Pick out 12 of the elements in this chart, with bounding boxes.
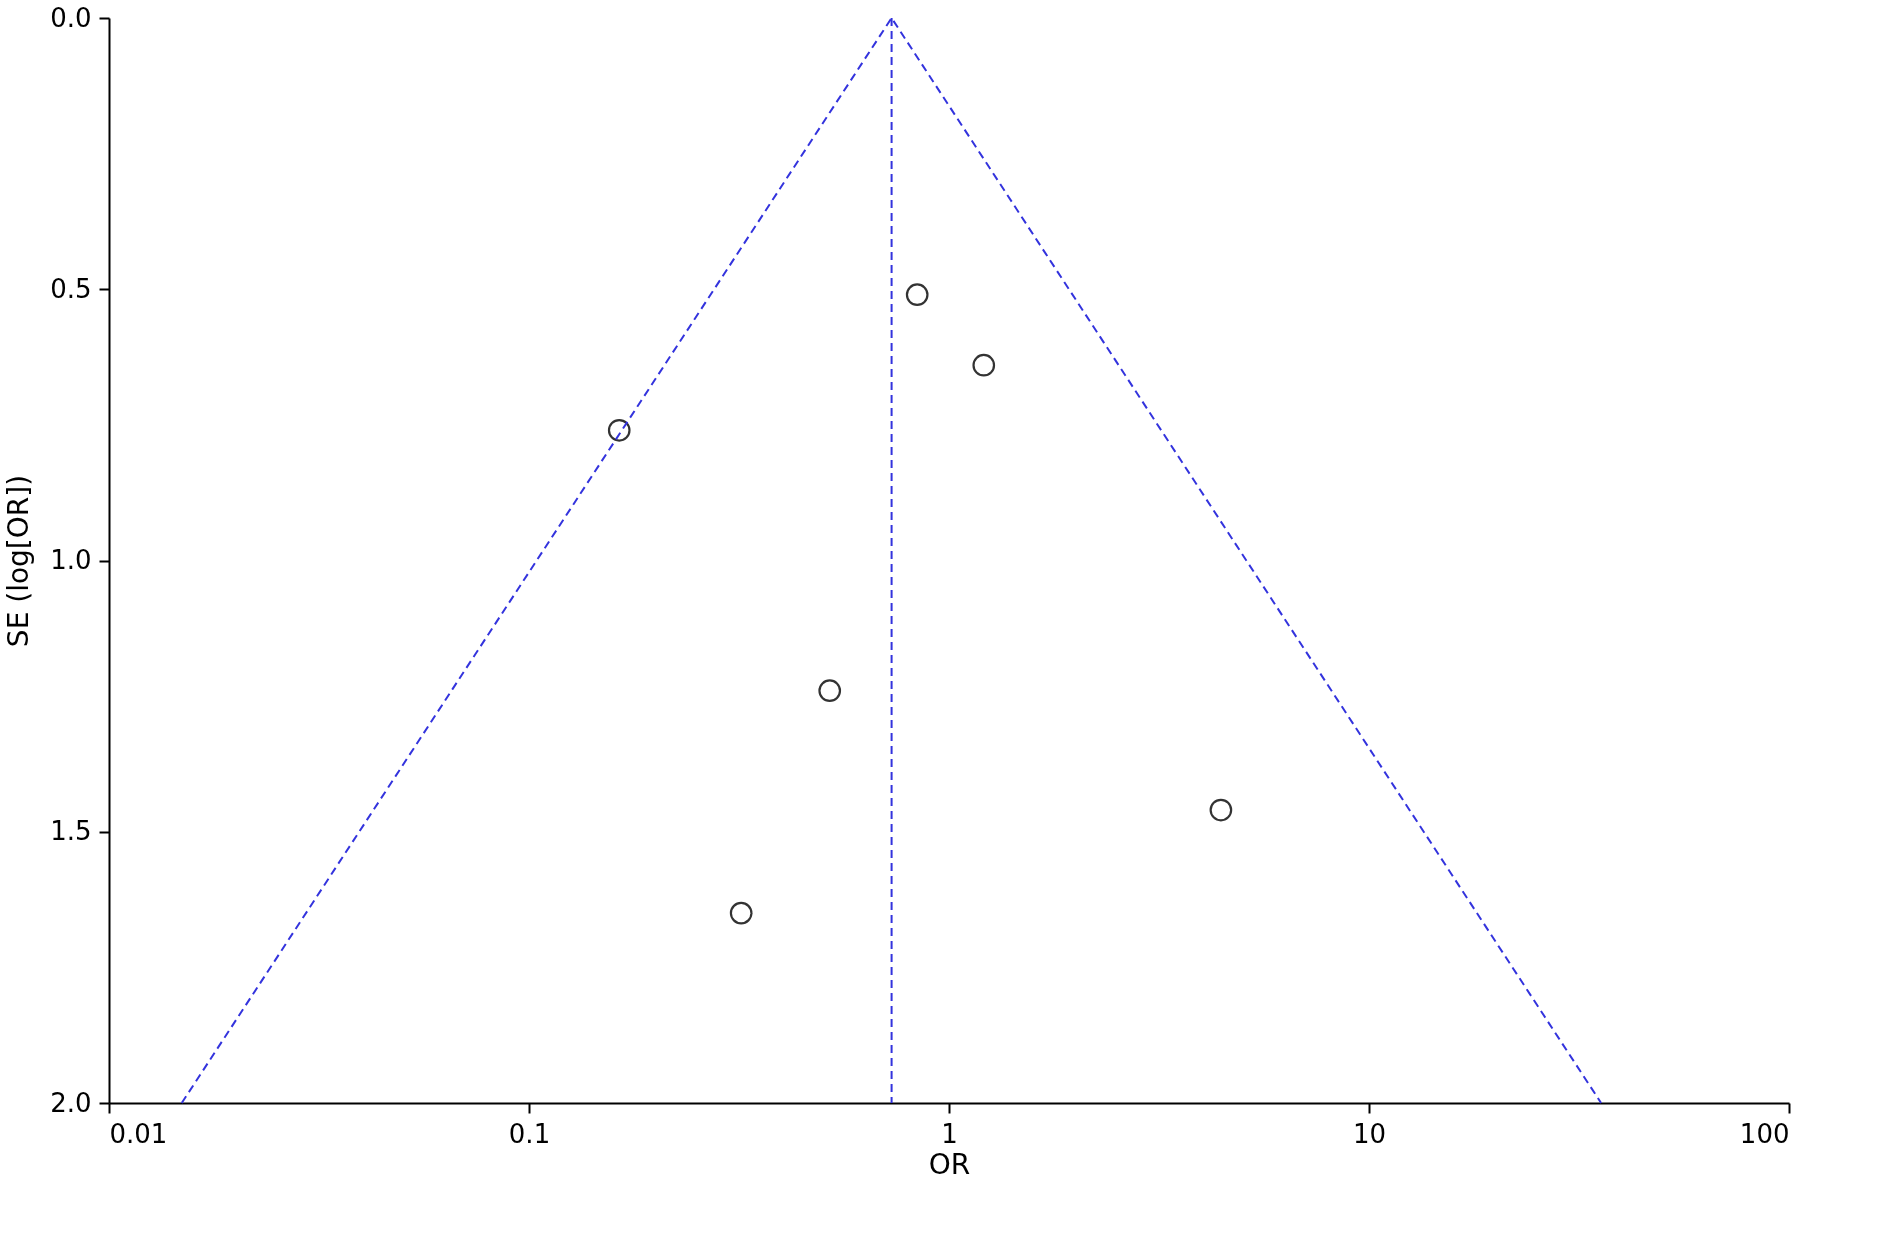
x-axis-title: OR: [928, 1147, 971, 1181]
x-tick-label: 10: [1352, 1118, 1387, 1149]
x-tick-label: 100: [1739, 1118, 1790, 1149]
y-tick-label: 0.0: [50, 2, 92, 33]
x-tick-label: 0.1: [508, 1118, 551, 1149]
x-tick-label: 0.01: [109, 1118, 168, 1149]
y-tick-label: 1.0: [50, 545, 92, 575]
y-tick-label: 1.5: [50, 816, 92, 847]
y-axis-title: SE (log[OR]): [2, 474, 36, 648]
y-tick-label: 0.5: [50, 273, 92, 304]
y-tick-label: 2.0: [50, 1087, 92, 1118]
x-tick-label: 1: [941, 1118, 958, 1149]
